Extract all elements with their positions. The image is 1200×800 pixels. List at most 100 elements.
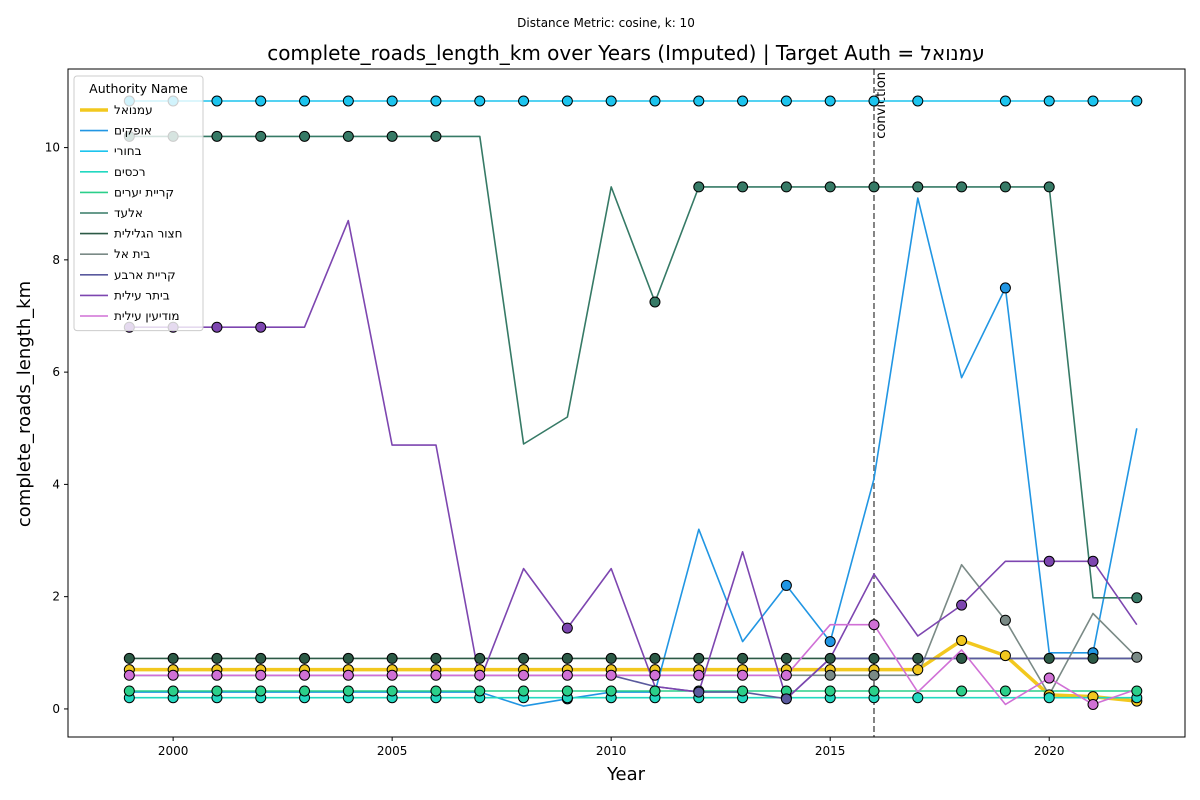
- data-point: [999, 614, 1011, 626]
- legend-entry: עמנואל: [114, 103, 153, 117]
- data-point: [649, 95, 661, 107]
- data-point: [999, 282, 1011, 294]
- data-point: [999, 95, 1011, 107]
- legend-title: Authority Name: [89, 81, 188, 96]
- chart-suptitle: Distance Metric: cosine, k: 10: [517, 16, 695, 30]
- data-point: [912, 664, 924, 676]
- data-point: [342, 669, 354, 681]
- data-point: [1131, 651, 1143, 663]
- x-axis: 2000 2005 2010 2015 2020: [158, 737, 1064, 758]
- data-point: [1043, 652, 1055, 664]
- legend-entry: ביתר עילית: [114, 288, 170, 302]
- data-point: [1043, 672, 1055, 684]
- data-point: [474, 95, 486, 107]
- data-point: [780, 652, 792, 664]
- data-point: [780, 579, 792, 591]
- data-point: [123, 652, 135, 664]
- data-point: [780, 181, 792, 193]
- y-tick-label: 2: [52, 590, 60, 604]
- data-point: [386, 685, 398, 697]
- data-point: [693, 181, 705, 193]
- series-line-10: [129, 623, 1138, 706]
- data-point: [956, 634, 968, 646]
- data-point: [605, 652, 617, 664]
- data-point: [561, 652, 573, 664]
- data-point: [561, 685, 573, 697]
- data-point: [518, 95, 530, 107]
- vline-label: conviction: [874, 72, 889, 139]
- data-point: [255, 685, 267, 697]
- series-line-0: [129, 638, 1137, 703]
- legend-entry: מודיעין עילית: [114, 309, 180, 323]
- data-point: [649, 296, 661, 308]
- y-tick-label: 8: [52, 253, 60, 267]
- data-point: [386, 95, 398, 107]
- data-point: [1131, 95, 1143, 107]
- data-point: [912, 181, 924, 193]
- data-point: [299, 685, 311, 697]
- data-point: [824, 181, 836, 193]
- data-point: [211, 321, 223, 333]
- data-point: [474, 669, 486, 681]
- data-point: [693, 95, 705, 107]
- data-point: [386, 130, 398, 142]
- data-point: [1043, 181, 1055, 193]
- data-point: [956, 685, 968, 697]
- data-point: [123, 669, 135, 681]
- data-point: [956, 181, 968, 193]
- data-point: [1087, 652, 1099, 664]
- data-point: [649, 652, 661, 664]
- data-point: [474, 652, 486, 664]
- data-point: [430, 685, 442, 697]
- data-point: [342, 652, 354, 664]
- data-point: [999, 181, 1011, 193]
- series-line-9: [129, 219, 1138, 700]
- data-point: [211, 95, 223, 107]
- x-axis-label: Year: [606, 764, 646, 785]
- data-point: [737, 685, 749, 697]
- data-point: [123, 685, 135, 697]
- data-point: [780, 693, 792, 705]
- legend-entry: בחורי: [114, 144, 142, 158]
- legend-entry: אלעד: [114, 206, 143, 220]
- data-point: [956, 652, 968, 664]
- data-point: [824, 669, 836, 681]
- series-line-1: [129, 197, 1138, 707]
- data-point: [342, 95, 354, 107]
- data-point: [342, 685, 354, 697]
- plot-frame: [67, 68, 1186, 738]
- data-point: [299, 130, 311, 142]
- chart-title: complete_roads_length_km over Years (Imp…: [267, 41, 985, 65]
- data-point: [912, 95, 924, 107]
- data-point: [605, 95, 617, 107]
- data-point: [561, 95, 573, 107]
- data-point: [211, 685, 223, 697]
- data-point: [824, 636, 836, 648]
- plot-area: conviction: [123, 69, 1143, 737]
- x-tick-label: 2010: [596, 744, 627, 758]
- data-point: [824, 652, 836, 664]
- data-point: [649, 669, 661, 681]
- data-point: [737, 669, 749, 681]
- data-point: [824, 95, 836, 107]
- legend-entry: קריית ארבע: [114, 268, 176, 282]
- data-point: [868, 669, 880, 681]
- data-point: [868, 95, 880, 107]
- legend: Authority Name עמנואל אופקים בחורי רכסים קריי…: [73, 75, 204, 332]
- data-point: [561, 622, 573, 634]
- data-point: [868, 181, 880, 193]
- data-point: [737, 652, 749, 664]
- data-point: [649, 685, 661, 697]
- data-point: [255, 669, 267, 681]
- data-point: [868, 619, 880, 631]
- y-axis: 0 2 4 6 8 10: [45, 141, 68, 716]
- data-point: [386, 652, 398, 664]
- legend-entry: אופקים: [114, 124, 152, 138]
- data-point: [1131, 685, 1143, 697]
- data-point: [868, 652, 880, 664]
- data-point: [255, 321, 267, 333]
- data-point: [605, 669, 617, 681]
- y-tick-label: 0: [52, 702, 60, 716]
- data-point: [474, 685, 486, 697]
